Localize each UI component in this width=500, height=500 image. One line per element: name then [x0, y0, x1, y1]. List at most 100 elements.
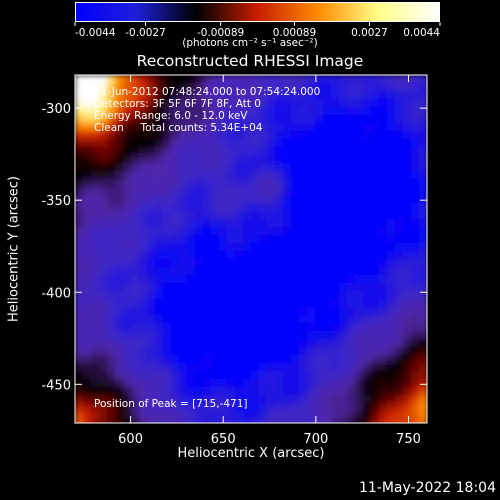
heatmap-cell	[371, 267, 380, 276]
heatmap-cell	[147, 171, 156, 180]
heatmap-cell	[251, 315, 260, 324]
heatmap-cell	[379, 123, 388, 132]
heatmap-cell	[251, 243, 260, 252]
heatmap-cell	[339, 163, 348, 172]
heatmap-cell	[267, 155, 276, 164]
heatmap-cell	[371, 203, 380, 212]
heatmap-cell	[203, 411, 212, 420]
heatmap-cell	[291, 139, 300, 148]
y-tick-label: -350	[41, 194, 71, 209]
heatmap-cell	[251, 75, 260, 84]
heatmap-cell	[235, 363, 244, 372]
heatmap-cell	[195, 211, 204, 220]
heatmap-cell	[155, 355, 164, 364]
heatmap-cell	[355, 331, 364, 340]
heatmap-cell	[235, 339, 244, 348]
heatmap-cell	[275, 123, 284, 132]
heatmap-cell	[379, 195, 388, 204]
heatmap-cell	[147, 123, 156, 132]
heatmap-cell	[115, 195, 124, 204]
heatmap-cell	[411, 411, 420, 420]
heatmap-cell	[99, 203, 108, 212]
heatmap-cell	[123, 371, 132, 380]
heatmap-cell	[243, 323, 252, 332]
heatmap-cell	[339, 235, 348, 244]
heatmap-cell	[171, 227, 180, 236]
heatmap-cell	[171, 195, 180, 204]
heatmap-cell	[267, 163, 276, 172]
info-line-counts: Clean Total counts: 5.34E+04	[94, 122, 263, 134]
heatmap-cell	[131, 227, 140, 236]
heatmap-cell	[163, 219, 172, 228]
heatmap-cell	[403, 235, 412, 244]
heatmap-cell	[131, 139, 140, 148]
heatmap-cell	[291, 307, 300, 316]
heatmap-cell	[99, 307, 108, 316]
heatmap-cell	[75, 83, 84, 92]
heatmap-cell	[283, 171, 292, 180]
heatmap-cell	[83, 75, 92, 84]
heatmap-cell	[91, 203, 100, 212]
heatmap-cell	[163, 163, 172, 172]
heatmap-cell	[403, 315, 412, 324]
heatmap-cell	[243, 107, 252, 116]
heatmap-cell	[147, 219, 156, 228]
heatmap-cell	[299, 123, 308, 132]
heatmap-cell	[291, 283, 300, 292]
heatmap-cell	[299, 331, 308, 340]
heatmap-cell	[379, 275, 388, 284]
heatmap-cell	[307, 339, 316, 348]
heatmap-cell	[147, 395, 156, 404]
heatmap-cell	[115, 139, 124, 148]
heatmap-cell	[155, 387, 164, 396]
heatmap-cell	[91, 155, 100, 164]
heatmap-cell	[291, 91, 300, 100]
heatmap-cell	[315, 259, 324, 268]
colorbar-ticks: -0.0044 -0.0027 -0.00089 0.00089 0.0027 0.004…	[74, 22, 441, 39]
heatmap-cell	[99, 387, 108, 396]
heatmap-cell	[379, 299, 388, 308]
heatmap-cell	[171, 115, 180, 124]
heatmap-cell	[267, 171, 276, 180]
heatmap-cell	[355, 107, 364, 116]
heatmap-cell	[251, 235, 260, 244]
heatmap-cell	[363, 211, 372, 220]
heatmap-cell	[171, 267, 180, 276]
heatmap-cell	[163, 243, 172, 252]
heatmap-cell	[339, 283, 348, 292]
heatmap-cell	[363, 99, 372, 108]
heatmap-cell	[307, 91, 316, 100]
heatmap-cell	[203, 147, 212, 156]
heatmap-cell	[251, 123, 260, 132]
heatmap-cell	[307, 275, 316, 284]
heatmap-cell	[371, 363, 380, 372]
heatmap-cell	[211, 155, 220, 164]
heatmap-cell	[307, 147, 316, 156]
heatmap-cell	[243, 267, 252, 276]
heatmap-cell	[251, 339, 260, 348]
heatmap-cell	[251, 363, 260, 372]
heatmap-cell	[99, 99, 108, 108]
heatmap-cell	[291, 211, 300, 220]
heatmap-cell	[323, 323, 332, 332]
heatmap-cell	[147, 419, 156, 423]
heatmap-cell	[251, 347, 260, 356]
heatmap-cell	[419, 139, 427, 148]
heatmap-cell	[419, 267, 427, 276]
heatmap-cell	[355, 315, 364, 324]
heatmap-cell	[171, 243, 180, 252]
heatmap-cell	[267, 363, 276, 372]
heatmap-cell	[91, 259, 100, 268]
heatmap-cell	[195, 147, 204, 156]
heatmap-cell	[99, 147, 108, 156]
heatmap-cell	[83, 187, 92, 196]
heatmap-cell	[339, 75, 348, 84]
heatmap-cell	[283, 411, 292, 420]
heatmap-cell	[203, 403, 212, 412]
heatmap-cell	[227, 323, 236, 332]
heatmap-cell	[379, 251, 388, 260]
heatmap-cell	[283, 243, 292, 252]
heatmap-cell	[83, 355, 92, 364]
heatmap-cell	[107, 275, 116, 284]
heatmap-cell	[251, 147, 260, 156]
